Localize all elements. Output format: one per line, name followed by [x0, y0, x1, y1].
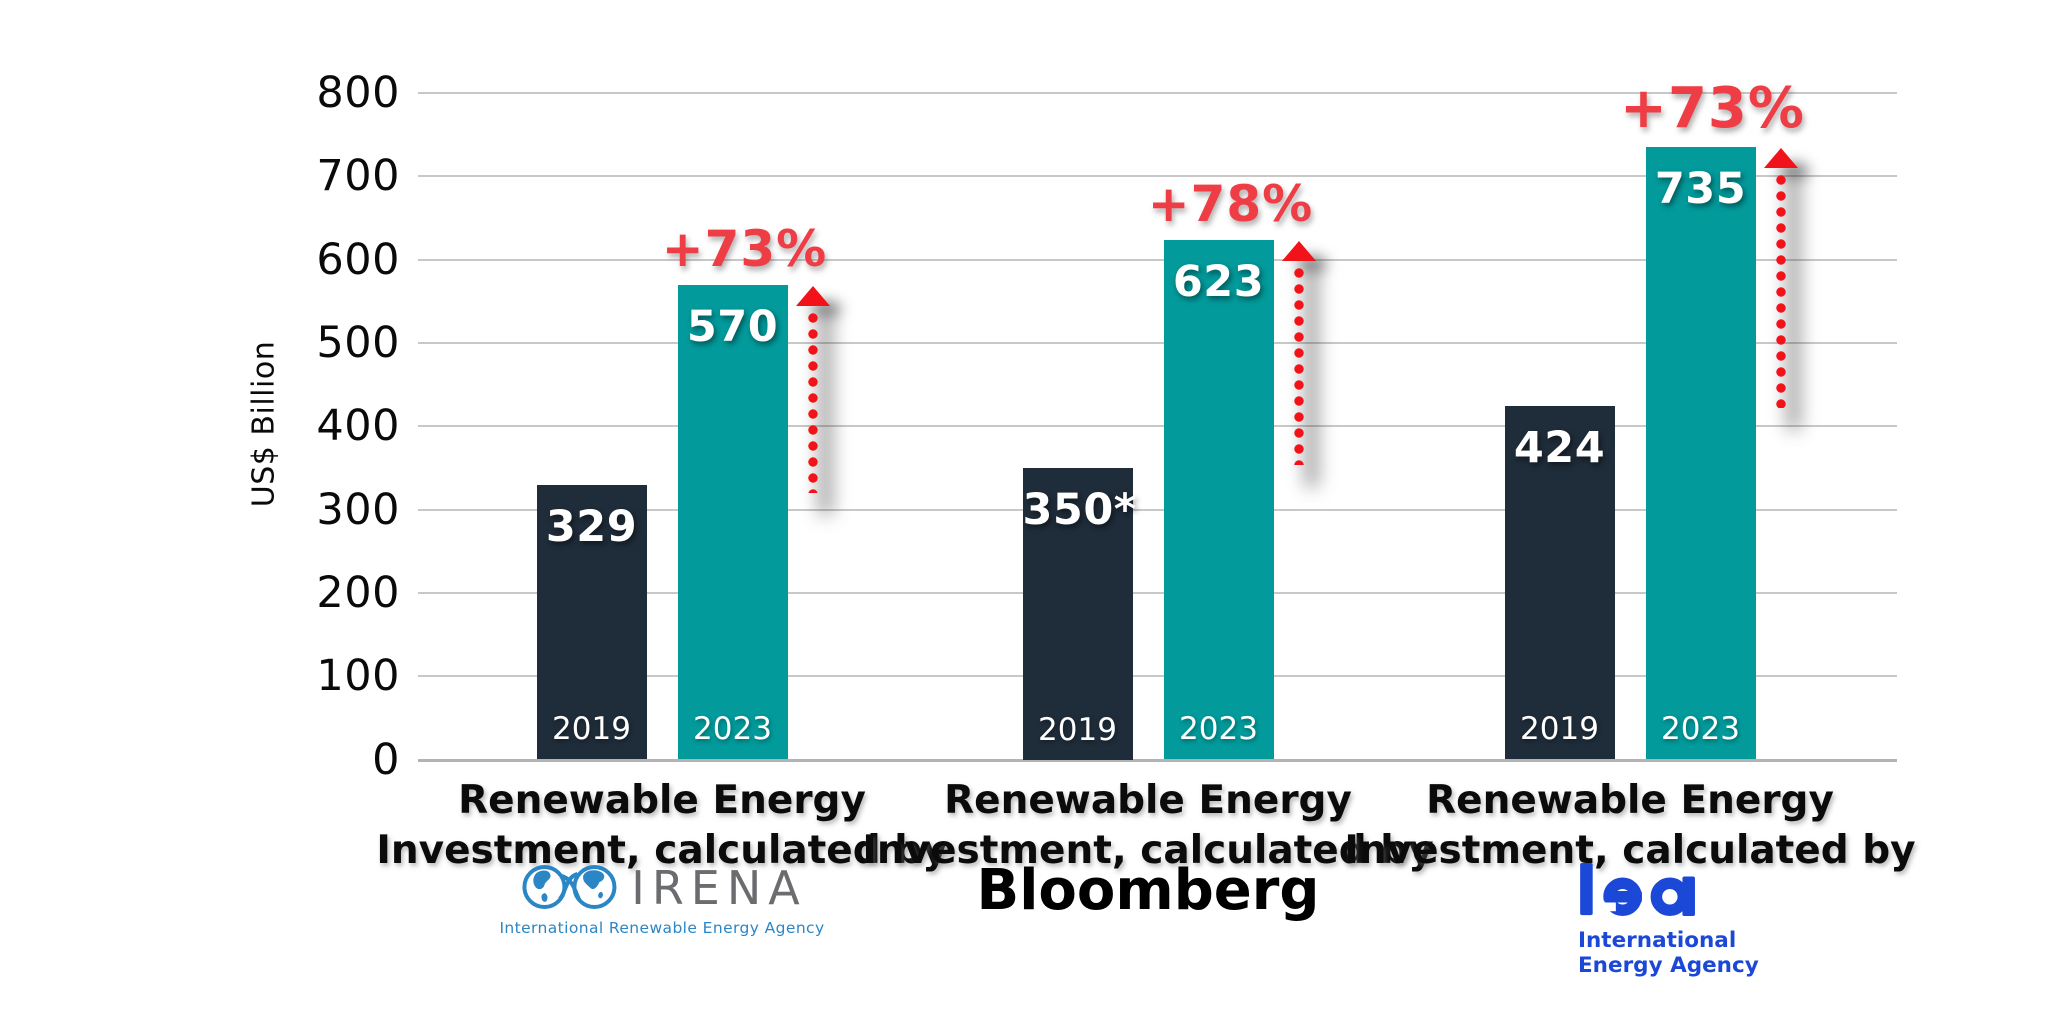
- bar-year-label-2023-iea: 2023: [1661, 711, 1740, 748]
- bar-value-label-2023-iea: 735: [1654, 164, 1747, 215]
- group-caption-bloomberg: Renewable Energy Investment, calculated b…: [862, 776, 1433, 876]
- arrow-head-irena: [795, 285, 830, 306]
- group-caption-line1-bloomberg: Renewable Energy: [944, 778, 1352, 823]
- group-caption-line2-iea: Investment, calculated by: [1344, 828, 1916, 873]
- bar-value-label-2023-bloomberg: 623: [1172, 257, 1265, 308]
- arrow-shadow-iea: [1786, 173, 1800, 432]
- y-tick-label-800: 800: [316, 68, 400, 118]
- irena-full-name: International Renewable Energy Agency: [499, 919, 825, 937]
- bar-2019-irena: 329 2019: [536, 485, 647, 760]
- bar-2023-iea: 735 2023: [1645, 147, 1756, 760]
- bar-year-label-2019-iea: 2019: [1520, 711, 1599, 748]
- y-tick-label-200: 200: [316, 567, 400, 618]
- iea-subtitle-line2: Energy Agency: [1578, 953, 1759, 978]
- change-label-iea: +73%: [1620, 76, 1805, 142]
- bar-2023-irena: 570 2023: [677, 284, 788, 760]
- arrow-head-bloomberg: [1281, 241, 1316, 262]
- iea-logo: International Energy Agency: [1578, 862, 1759, 978]
- bloomberg-logo: Bloomberg: [976, 858, 1320, 923]
- bar-year-label-2023-irena: 2023: [693, 711, 772, 748]
- group-caption-line1-irena: Renewable Energy: [458, 778, 866, 823]
- group-caption-irena: Renewable Energy Investment, calculated b…: [376, 776, 947, 876]
- y-tick-label-300: 300: [316, 484, 400, 535]
- bar-year-label-2023-bloomberg: 2023: [1179, 711, 1258, 748]
- group-caption-iea: Renewable Energy Investment, calculated b…: [1344, 776, 1915, 876]
- group-caption-line2-bloomberg: Investment, calculated by: [862, 828, 1434, 873]
- gridline-700: [418, 175, 1897, 178]
- y-tick-label-700: 700: [316, 151, 400, 202]
- irena-logo-row: IRENA: [517, 860, 806, 916]
- y-tick-label-500: 500: [316, 317, 400, 368]
- y-tick-label-0: 0: [372, 734, 400, 785]
- gridline-0: [418, 758, 1897, 762]
- change-label-irena: +73%: [661, 219, 828, 278]
- gridline-800: [418, 92, 1897, 94]
- gridline-400: [418, 425, 1897, 428]
- change-label-bloomberg: +78%: [1147, 175, 1314, 234]
- iea-wordmark-icon: [1580, 862, 1695, 917]
- irena-wordmark: IRENA: [631, 861, 807, 915]
- gridline-100: [418, 675, 1897, 678]
- arrow-dotted-line-iea: [1773, 172, 1788, 409]
- gridline-200: [418, 591, 1897, 594]
- arrow-shadow-irena: [818, 310, 832, 516]
- bar-2019-bloomberg: 350* 2019: [1022, 467, 1137, 760]
- arrow-head-iea: [1763, 148, 1798, 169]
- y-tick-label-600: 600: [316, 234, 400, 285]
- arrow-shadow-bloomberg: [1304, 266, 1318, 489]
- y-tick-label-400: 400: [316, 401, 400, 452]
- irena-logo: IRENA International Renewable Energy Age…: [499, 860, 824, 937]
- y-tick-label-100: 100: [316, 651, 400, 702]
- bar-2019-iea: 424 2019: [1504, 406, 1615, 760]
- gridline-600: [418, 258, 1897, 261]
- bar-year-label-2019-irena: 2019: [552, 711, 631, 748]
- gridline-500: [418, 341, 1897, 344]
- arrow-dotted-line-irena: [805, 309, 820, 493]
- bar-value-label-2019-bloomberg: 350*: [1022, 484, 1137, 535]
- bar-value-label-2019-irena: 329: [545, 502, 638, 553]
- bar-year-label-2019-bloomberg: 2019: [1038, 711, 1117, 748]
- gridline-300: [418, 508, 1897, 511]
- bar-2023-bloomberg: 623 2023: [1163, 240, 1274, 760]
- irena-globes-infinity-icon: [522, 865, 617, 909]
- arrow-dotted-line-bloomberg: [1291, 265, 1306, 466]
- bar-value-label-2023-irena: 570: [686, 301, 779, 352]
- bar-value-label-2019-iea: 424: [1513, 423, 1606, 474]
- iea-subtitle-line1: International: [1578, 928, 1737, 953]
- group-caption-line2-irena: Investment, calculated by: [376, 828, 948, 873]
- group-caption-line1-iea: Renewable Energy: [1426, 778, 1834, 823]
